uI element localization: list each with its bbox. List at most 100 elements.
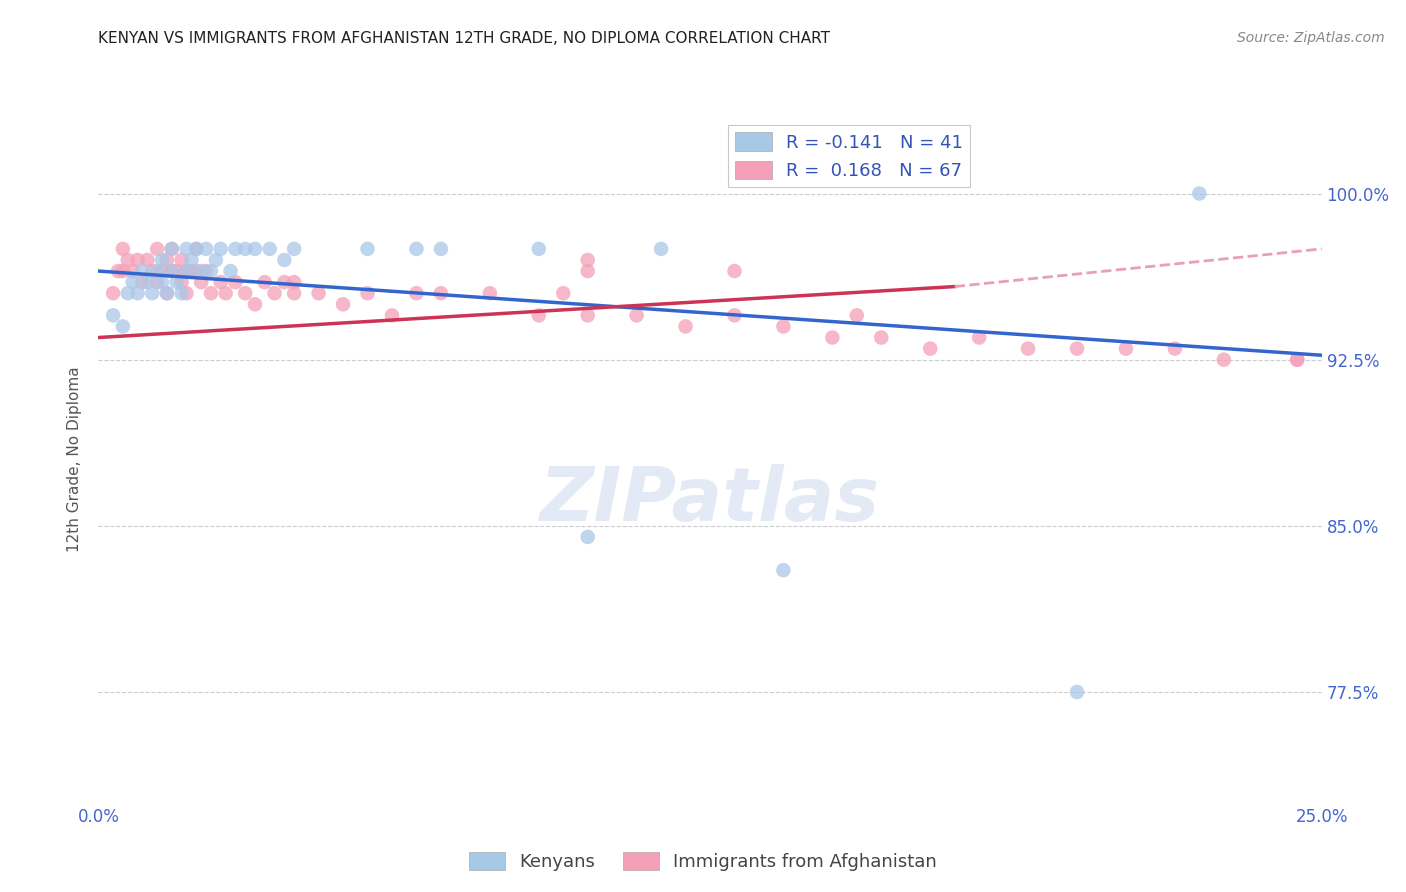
Point — [253, 275, 276, 289]
Point — [190, 264, 212, 278]
Point — [772, 563, 794, 577]
Point — [356, 242, 378, 256]
Point — [186, 242, 208, 256]
Point — [283, 286, 305, 301]
Point — [209, 242, 232, 256]
Point — [190, 275, 212, 289]
Legend: Kenyans, Immigrants from Afghanistan: Kenyans, Immigrants from Afghanistan — [461, 845, 945, 879]
Point — [131, 275, 153, 289]
Point — [243, 297, 266, 311]
Point — [870, 330, 893, 344]
Point — [356, 286, 378, 301]
Point — [150, 275, 173, 289]
Point — [117, 286, 139, 301]
Point — [136, 252, 159, 267]
Point — [156, 252, 179, 267]
Point — [527, 242, 550, 256]
Point — [111, 242, 134, 256]
Point — [195, 264, 218, 278]
Point — [332, 297, 354, 311]
Point — [107, 264, 129, 278]
Point — [576, 530, 599, 544]
Point — [160, 242, 183, 256]
Point — [146, 264, 169, 278]
Point — [1115, 342, 1137, 356]
Point — [101, 286, 124, 301]
Point — [405, 242, 427, 256]
Point — [141, 286, 163, 301]
Y-axis label: 12th Grade, No Diploma: 12th Grade, No Diploma — [67, 367, 83, 552]
Point — [156, 286, 179, 301]
Point — [626, 309, 648, 323]
Point — [576, 264, 599, 278]
Text: ZIPatlas: ZIPatlas — [540, 464, 880, 537]
Point — [166, 264, 188, 278]
Point — [233, 242, 256, 256]
Point — [1066, 685, 1088, 699]
Point — [150, 252, 173, 267]
Point — [233, 286, 256, 301]
Legend: R = -0.141   N = 41, R =  0.168   N = 67: R = -0.141 N = 41, R = 0.168 N = 67 — [728, 125, 970, 187]
Point — [176, 242, 198, 256]
Point — [200, 286, 222, 301]
Point — [200, 264, 222, 278]
Point — [1066, 342, 1088, 356]
Point — [723, 264, 745, 278]
Point — [224, 242, 246, 256]
Point — [127, 286, 149, 301]
Point — [180, 252, 202, 267]
Text: Source: ZipAtlas.com: Source: ZipAtlas.com — [1237, 31, 1385, 45]
Point — [111, 319, 134, 334]
Point — [176, 286, 198, 301]
Point — [219, 264, 242, 278]
Point — [1017, 342, 1039, 356]
Point — [283, 275, 305, 289]
Point — [121, 264, 143, 278]
Point — [160, 264, 183, 278]
Point — [845, 309, 868, 323]
Point — [723, 309, 745, 323]
Point — [166, 275, 188, 289]
Point — [650, 242, 672, 256]
Point — [381, 309, 404, 323]
Point — [146, 275, 169, 289]
Point — [967, 330, 990, 344]
Point — [186, 242, 208, 256]
Point — [430, 286, 453, 301]
Point — [121, 275, 143, 289]
Point — [308, 286, 330, 301]
Point — [478, 286, 501, 301]
Point — [150, 264, 173, 278]
Point — [205, 252, 228, 267]
Point — [180, 264, 202, 278]
Point — [920, 342, 942, 356]
Point — [1286, 352, 1309, 367]
Point — [772, 319, 794, 334]
Point — [1188, 186, 1211, 201]
Point — [156, 286, 179, 301]
Point — [273, 252, 295, 267]
Point — [1286, 352, 1309, 367]
Point — [117, 252, 139, 267]
Point — [214, 286, 236, 301]
Point — [131, 264, 153, 278]
Point — [527, 309, 550, 323]
Point — [224, 275, 246, 289]
Point — [160, 264, 183, 278]
Point — [1212, 352, 1234, 367]
Point — [576, 252, 599, 267]
Text: KENYAN VS IMMIGRANTS FROM AFGHANISTAN 12TH GRADE, NO DIPLOMA CORRELATION CHART: KENYAN VS IMMIGRANTS FROM AFGHANISTAN 12… — [98, 31, 831, 46]
Point — [430, 242, 453, 256]
Point — [263, 286, 285, 301]
Point — [146, 242, 169, 256]
Point — [176, 264, 198, 278]
Point — [675, 319, 697, 334]
Point — [283, 242, 305, 256]
Point — [821, 330, 844, 344]
Point — [141, 264, 163, 278]
Point — [186, 264, 208, 278]
Point — [405, 286, 427, 301]
Point — [259, 242, 281, 256]
Point — [170, 275, 193, 289]
Point — [553, 286, 575, 301]
